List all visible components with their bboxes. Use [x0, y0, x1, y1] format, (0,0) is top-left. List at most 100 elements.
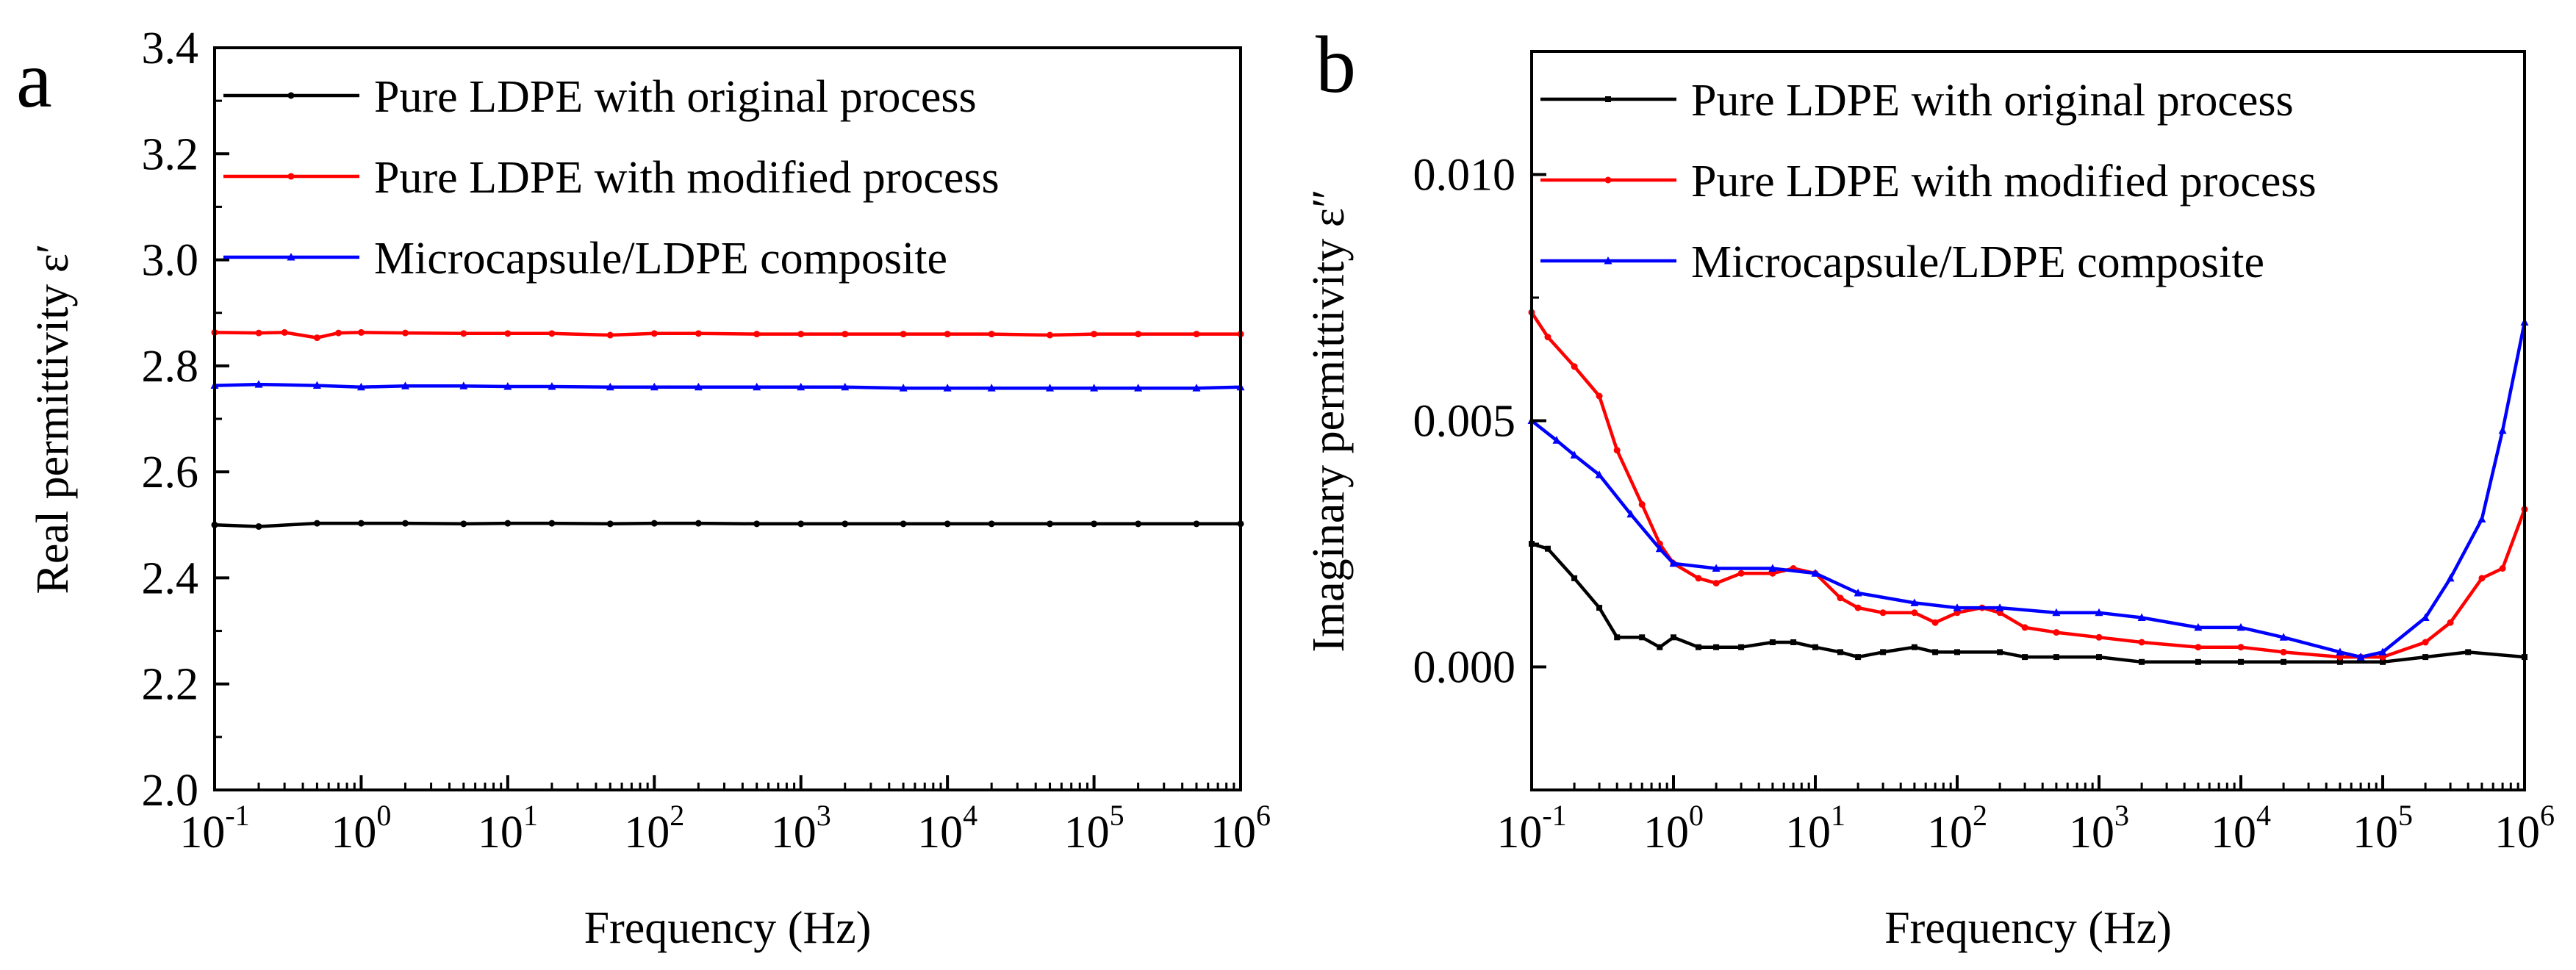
x-tick-base: 10 — [771, 808, 817, 858]
y-tick-label: 2.8 — [142, 342, 199, 392]
data-point — [335, 329, 342, 337]
series-line-1 — [214, 331, 1241, 340]
data-point — [2499, 565, 2506, 572]
data-point — [1657, 644, 1663, 650]
legend-label-1: Pure LDPE with modified process — [1691, 157, 2317, 206]
data-point — [899, 384, 908, 392]
data-point — [650, 520, 658, 527]
data-point — [1768, 564, 1777, 572]
data-point — [2478, 514, 2486, 522]
data-point — [2237, 644, 2245, 651]
data-point — [797, 520, 805, 528]
data-point — [1671, 634, 1676, 641]
data-point — [1931, 619, 1939, 626]
x-tick-base: 10 — [1210, 808, 1256, 858]
data-point — [1570, 450, 1579, 459]
data-point — [841, 382, 850, 391]
data-point — [357, 328, 365, 336]
data-point — [1837, 649, 1843, 655]
data-point — [2498, 425, 2507, 434]
data-point — [1695, 644, 1701, 650]
x-tick-base: 10 — [2069, 808, 2114, 858]
data-point — [2236, 622, 2245, 631]
data-point — [695, 330, 702, 337]
x-tick-exponent: -1 — [225, 799, 249, 832]
data-point — [1090, 384, 1099, 392]
data-point — [1614, 634, 1621, 641]
legend-label-1: Pure LDPE with modified process — [374, 153, 1000, 203]
data-point — [1854, 589, 1862, 597]
data-point — [2380, 658, 2386, 665]
data-point — [650, 382, 659, 391]
data-point — [753, 331, 761, 338]
x-tick-exponent: 0 — [1689, 799, 1704, 832]
chart-panel-b: 10-1 100 101 102 103 104 105 1060.0000.0050.010… — [1304, 50, 2555, 953]
data-point — [2336, 658, 2343, 665]
x-tick-label: 104 — [917, 799, 977, 858]
legend-label-2: Microcapsule/LDPE composite — [1691, 237, 2264, 287]
y-tick-label: 3.4 — [142, 24, 199, 73]
data-point — [1932, 649, 1939, 655]
data-point — [1193, 331, 1200, 338]
data-point — [2378, 647, 2387, 655]
data-point — [1544, 334, 1551, 341]
data-point — [2446, 573, 2455, 582]
data-point — [1712, 564, 1721, 572]
data-point — [1046, 384, 1055, 392]
data-point — [1880, 649, 1887, 655]
data-point — [2195, 644, 2202, 651]
x-tick-label: 106 — [2494, 799, 2555, 858]
data-point — [650, 330, 658, 337]
data-point — [2421, 613, 2430, 621]
data-point — [1954, 649, 1960, 655]
data-point — [2021, 624, 2028, 631]
data-point — [1669, 558, 1678, 567]
data-point — [2356, 653, 2365, 661]
y-tick-label: 3.0 — [142, 236, 199, 286]
legend-label-2: Microcapsule/LDPE composite — [374, 234, 947, 284]
data-point — [606, 520, 614, 528]
data-point — [1790, 639, 1797, 645]
y-tick-label: 0.005 — [1413, 397, 1516, 447]
y-axis-title: Imaginary permittivity ε″ — [1304, 189, 1354, 652]
data-point — [504, 520, 512, 527]
data-point — [2138, 639, 2145, 646]
data-point — [753, 382, 761, 391]
data-point — [943, 384, 952, 392]
x-tick-exponent: 3 — [2114, 799, 2129, 832]
data-point — [695, 520, 702, 527]
data-point — [1811, 569, 1820, 577]
data-point — [312, 381, 321, 389]
data-point — [459, 381, 468, 389]
data-point — [1047, 331, 1054, 339]
data-point — [255, 329, 262, 337]
x-tick-exponent: 1 — [1831, 799, 1845, 832]
data-point — [1997, 649, 2003, 655]
data-point — [356, 382, 365, 391]
data-point — [987, 384, 996, 392]
data-point — [2465, 649, 2472, 655]
data-point — [1193, 520, 1200, 528]
data-point — [2238, 658, 2244, 665]
data-point — [254, 380, 263, 388]
data-point — [1571, 363, 1578, 370]
data-point — [2052, 608, 2061, 617]
data-point — [2447, 619, 2454, 626]
data-point — [1995, 603, 2004, 611]
data-point — [606, 382, 614, 391]
y-axis-title: Real permittivity ε′ — [28, 244, 78, 594]
data-point — [1595, 470, 1604, 478]
x-tick-label: 102 — [624, 799, 684, 858]
x-tick-label: 105 — [1064, 799, 1124, 858]
legend-marker — [1605, 96, 1611, 102]
y-tick-label: 0.010 — [1413, 151, 1516, 201]
x-tick-base: 10 — [331, 808, 376, 858]
data-point — [1769, 639, 1776, 645]
data-point — [2095, 608, 2103, 617]
x-tick-label: 103 — [2069, 799, 2129, 858]
x-tick-exponent: 2 — [1973, 799, 1987, 832]
data-point — [313, 334, 320, 342]
panel-label-b: b — [1316, 20, 1356, 109]
y-tick-label: 2.0 — [142, 766, 199, 816]
x-axis-title: Frequency (Hz) — [584, 903, 872, 953]
